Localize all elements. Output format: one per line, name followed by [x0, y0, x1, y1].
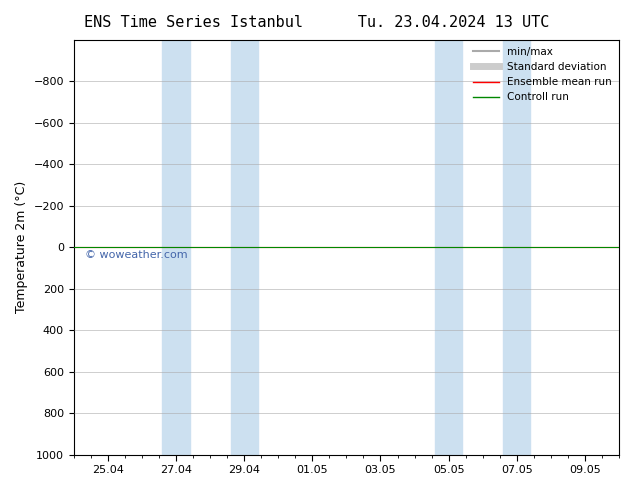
Text: © woweather.com: © woweather.com — [85, 250, 187, 260]
Text: ENS Time Series Istanbul      Tu. 23.04.2024 13 UTC: ENS Time Series Istanbul Tu. 23.04.2024 … — [84, 15, 550, 30]
Bar — [503, 40, 531, 455]
Bar — [435, 40, 462, 455]
Bar — [231, 40, 258, 455]
Legend: min/max, Standard deviation, Ensemble mean run, Controll run: min/max, Standard deviation, Ensemble me… — [469, 43, 616, 107]
Y-axis label: Temperature 2m (°C): Temperature 2m (°C) — [15, 181, 28, 313]
Bar — [162, 40, 190, 455]
